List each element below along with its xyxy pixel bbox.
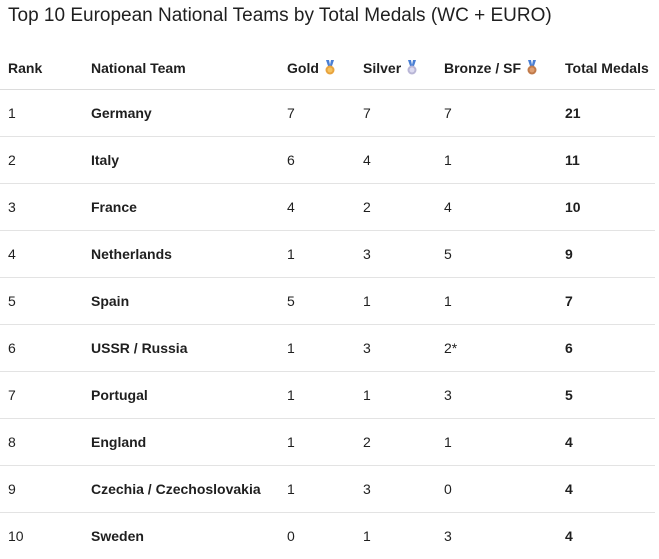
table-cell: 7 bbox=[287, 104, 295, 121]
table-cell: 1 bbox=[287, 339, 295, 356]
header-cell: Gold bbox=[287, 46, 336, 89]
table-row: 8 England 1 2 1 4 bbox=[0, 418, 655, 466]
table-cell: 4 bbox=[363, 151, 371, 168]
header-text: Gold bbox=[287, 59, 319, 76]
table-row: 5 Spain 5 1 1 7 bbox=[0, 277, 655, 325]
table-row: 1 Germany 7 7 7 21 bbox=[0, 89, 655, 137]
gold-medal-icon bbox=[325, 60, 335, 75]
table-cell: USSR / Russia bbox=[91, 339, 188, 356]
table-cell: Germany bbox=[91, 104, 152, 121]
header-row: Rank National Team Gold Silver Bronze / … bbox=[0, 46, 655, 90]
table-cell: 9 bbox=[8, 480, 16, 497]
table-cell: 7 bbox=[363, 104, 371, 121]
table-cell: 4 bbox=[8, 245, 16, 262]
table-cell: Spain bbox=[91, 292, 130, 309]
table-cell: 7 bbox=[444, 104, 452, 121]
table-cell: 6 bbox=[8, 339, 16, 356]
table-cell: 6 bbox=[287, 151, 295, 168]
table-cell: 2 bbox=[363, 198, 371, 215]
table-row: 9 Czechia / Czechoslovakia 1 3 0 4 bbox=[0, 465, 655, 513]
table-cell: 1 bbox=[444, 151, 452, 168]
table-cell: 2 bbox=[363, 433, 371, 450]
table-cell: 1 bbox=[287, 480, 295, 497]
table-cell: 3 bbox=[8, 198, 16, 215]
table-cell: Italy bbox=[91, 151, 120, 168]
table-cell: 4 bbox=[565, 527, 573, 544]
table-cell: 1 bbox=[363, 386, 371, 403]
header-text: National Team bbox=[91, 59, 186, 76]
table-cell: 4 bbox=[565, 433, 573, 450]
header-text: Silver bbox=[363, 59, 402, 76]
header-text: Bronze / SF bbox=[444, 59, 522, 76]
table-cell: 10 bbox=[565, 198, 581, 215]
table-cell: Netherlands bbox=[91, 245, 172, 262]
table-cell: Portugal bbox=[91, 386, 148, 403]
table-cell: 1 bbox=[363, 527, 371, 544]
header-cell: National Team bbox=[91, 46, 186, 89]
table-cell: 11 bbox=[565, 151, 580, 168]
table-cell: 1 bbox=[444, 433, 452, 450]
table-row: 6 USSR / Russia 1 3 2* 6 bbox=[0, 324, 655, 372]
table-cell: England bbox=[91, 433, 147, 450]
table-cell: 6 bbox=[565, 339, 573, 356]
table-cell: 1 bbox=[8, 104, 16, 121]
header-cell: Bronze / SF bbox=[444, 46, 538, 89]
title: Top 10 European National Teams by Total … bbox=[8, 5, 552, 26]
table-cell: 21 bbox=[565, 104, 581, 121]
table-cell: 1 bbox=[287, 245, 295, 262]
table-cell: 3 bbox=[363, 339, 371, 356]
table-cell: Sweden bbox=[91, 527, 144, 544]
header-cell: Total Medals bbox=[565, 46, 649, 89]
bronze-medal-icon bbox=[527, 60, 537, 75]
table-cell: 1 bbox=[444, 292, 452, 309]
table-row: 10 Sweden 0 1 3 4 bbox=[0, 512, 655, 559]
table-cell: 3 bbox=[363, 480, 371, 497]
table-cell: 2 bbox=[8, 151, 16, 168]
table-cell: 5 bbox=[565, 386, 573, 403]
table-cell: 2* bbox=[444, 339, 458, 356]
table-cell: 7 bbox=[565, 292, 573, 309]
table-cell: 4 bbox=[287, 198, 295, 215]
table-cell: 5 bbox=[444, 245, 452, 262]
table-row: 3 France 4 2 4 10 bbox=[0, 183, 655, 231]
table-row: 7 Portugal 1 1 3 5 bbox=[0, 371, 655, 419]
table-cell: France bbox=[91, 198, 137, 215]
table-row: 2 Italy 6 4 1 11 bbox=[0, 136, 655, 184]
header-cell: Rank bbox=[8, 46, 42, 89]
table-cell: 3 bbox=[444, 527, 452, 544]
table-cell: 0 bbox=[287, 527, 295, 544]
table-cell: 4 bbox=[565, 480, 573, 497]
table-cell: 4 bbox=[444, 198, 452, 215]
table-cell: 5 bbox=[8, 292, 16, 309]
table-cell: Czechia / Czechoslovakia bbox=[91, 480, 261, 497]
silver-medal-icon bbox=[407, 60, 417, 75]
header-cell: Silver bbox=[363, 46, 418, 89]
table-cell: 3 bbox=[444, 386, 452, 403]
table-cell: 7 bbox=[8, 386, 16, 403]
table-row: 4 Netherlands 1 3 5 9 bbox=[0, 230, 655, 278]
table-cell: 1 bbox=[287, 386, 295, 403]
table-cell: 1 bbox=[287, 433, 295, 450]
header-text: Rank bbox=[8, 59, 43, 76]
table-cell: 10 bbox=[8, 527, 24, 544]
table-cell: 8 bbox=[8, 433, 16, 450]
table-cell: 1 bbox=[363, 292, 371, 309]
table-cell: 3 bbox=[363, 245, 371, 262]
table-cell: 5 bbox=[287, 292, 295, 309]
table-cell: 0 bbox=[444, 480, 452, 497]
table-cell: 9 bbox=[565, 245, 573, 262]
header-text: Total Medals bbox=[565, 59, 649, 76]
